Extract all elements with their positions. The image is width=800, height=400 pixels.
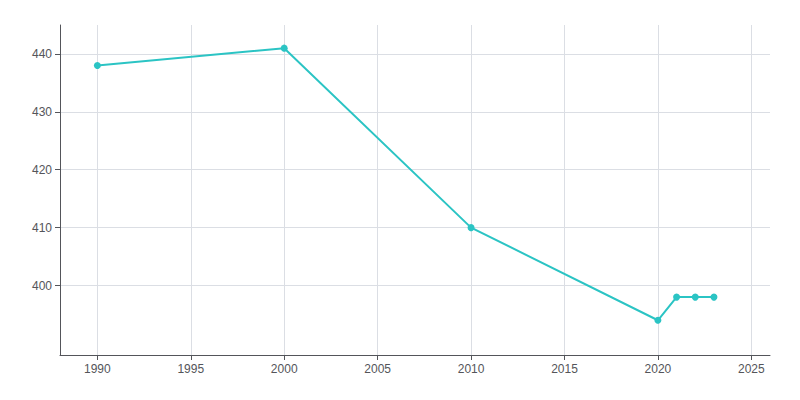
- svg-text:400: 400: [32, 279, 52, 293]
- svg-text:2015: 2015: [551, 362, 578, 376]
- svg-text:410: 410: [32, 221, 52, 235]
- svg-text:420: 420: [32, 163, 52, 177]
- svg-text:2000: 2000: [271, 362, 298, 376]
- svg-text:2020: 2020: [645, 362, 672, 376]
- svg-text:1995: 1995: [177, 362, 204, 376]
- svg-text:1990: 1990: [84, 362, 111, 376]
- svg-text:2010: 2010: [458, 362, 485, 376]
- svg-text:2025: 2025: [738, 362, 765, 376]
- svg-text:430: 430: [32, 105, 52, 119]
- svg-text:2005: 2005: [364, 362, 391, 376]
- svg-text:440: 440: [32, 47, 52, 61]
